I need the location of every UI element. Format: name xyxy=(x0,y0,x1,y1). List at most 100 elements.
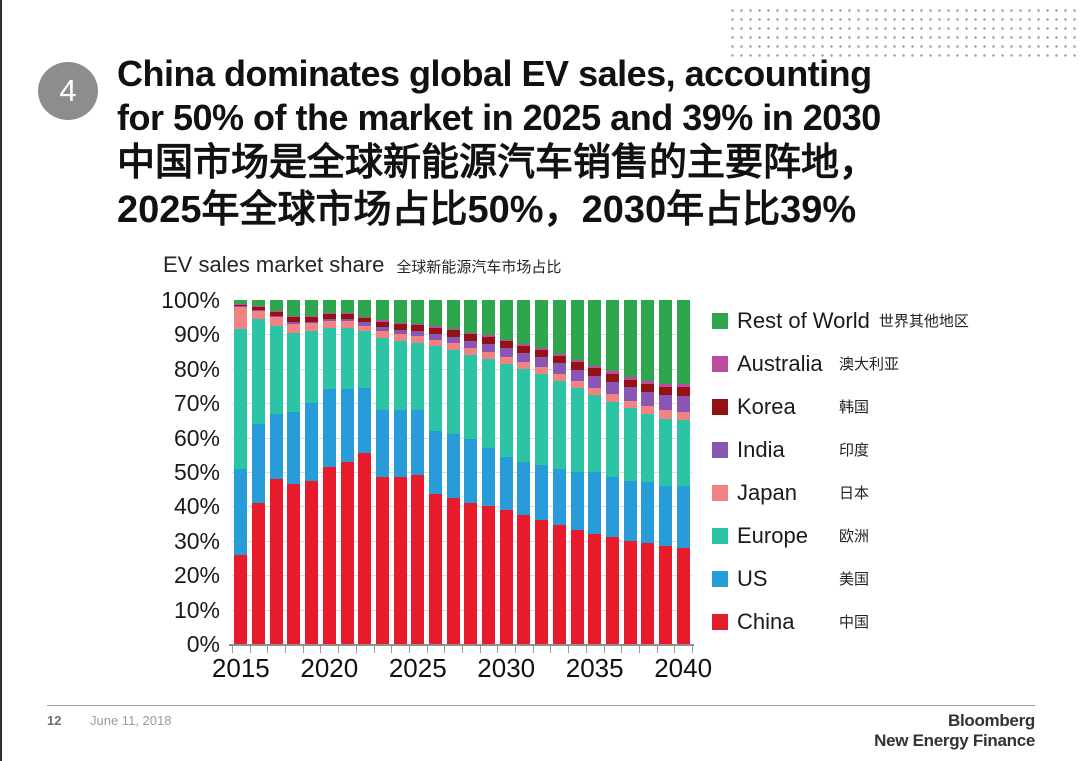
bar-segment-europe-2033 xyxy=(552,380,566,469)
x-tick xyxy=(355,646,357,653)
bar-2026 xyxy=(428,300,442,644)
legend-item-us: US 美国 xyxy=(712,557,969,600)
bar-segment-us-2039 xyxy=(658,485,672,546)
bar-2021 xyxy=(340,300,354,644)
bar-segment-japan-2027 xyxy=(446,343,460,350)
bar-segment-india-2025 xyxy=(411,330,425,337)
bar-segment-europe-2028 xyxy=(464,355,478,440)
legend-label-cn-rest-of-world: 世界其他地区 xyxy=(878,313,969,330)
bar-segment-india-2018 xyxy=(287,322,301,324)
bar-segment-rest-of-world-2030 xyxy=(499,300,513,340)
bloomberg-nef-logo: Bloomberg New Energy Finance xyxy=(874,711,1035,751)
bar-segment-china-2039 xyxy=(658,545,672,644)
left-edge-rule xyxy=(0,0,2,761)
x-tick xyxy=(302,646,304,653)
stacked-bar-plot-area xyxy=(232,300,692,644)
x-tick-label-2030: 2030 xyxy=(477,653,536,683)
bar-segment-korea-2027 xyxy=(446,330,460,337)
bar-segment-us-2021 xyxy=(340,389,354,462)
bar-segment-japan-2018 xyxy=(287,323,301,333)
bar-segment-china-2037 xyxy=(623,540,637,644)
bar-segment-japan-2033 xyxy=(552,373,566,381)
bar-segment-rest-of-world-2021 xyxy=(340,300,354,314)
bar-segment-korea-2024 xyxy=(393,324,407,330)
legend-label-rest-of-world: Rest of World xyxy=(737,307,870,333)
bar-segment-korea-2021 xyxy=(340,314,354,319)
bar-segment-us-2016 xyxy=(252,423,266,503)
bar-segment-india-2019 xyxy=(305,321,319,324)
bar-segment-australia-2028 xyxy=(464,332,478,335)
bar-segment-japan-2030 xyxy=(499,356,513,364)
bar-segment-india-2029 xyxy=(482,343,496,352)
bar-segment-korea-2033 xyxy=(552,356,566,364)
bar-segment-korea-2038 xyxy=(641,383,655,392)
bar-segment-korea-2025 xyxy=(411,325,425,331)
bar-segment-japan-2035 xyxy=(588,387,602,395)
bar-segment-europe-2037 xyxy=(623,408,637,481)
slide-title: China dominates global EV sales, account… xyxy=(117,52,1057,234)
bar-segment-india-2037 xyxy=(623,387,637,401)
bar-segment-europe-2021 xyxy=(340,327,354,390)
x-tick-label-2020: 2020 xyxy=(300,653,359,683)
x-tick xyxy=(232,646,233,653)
bar-segment-europe-2017 xyxy=(269,325,283,414)
bar-segment-australia-2027 xyxy=(446,328,460,331)
bar-2034 xyxy=(570,300,584,644)
legend-label-cn-china: 中国 xyxy=(839,614,870,631)
bar-segment-rest-of-world-2032 xyxy=(535,300,549,348)
bar-segment-europe-2025 xyxy=(411,343,425,411)
bar-segment-china-2032 xyxy=(535,520,549,644)
bar-segment-rest-of-world-2026 xyxy=(428,300,442,327)
bar-segment-japan-2038 xyxy=(641,405,655,414)
bar-2017 xyxy=(269,300,283,644)
bar-segment-australia-2021 xyxy=(340,313,354,315)
bar-2037 xyxy=(623,300,637,644)
bar-segment-rest-of-world-2035 xyxy=(588,300,602,366)
bar-segment-rest-of-world-2037 xyxy=(623,300,637,378)
bar-segment-china-2018 xyxy=(287,484,301,644)
bar-segment-china-2017 xyxy=(269,478,283,644)
bar-2024 xyxy=(393,300,407,644)
bar-segment-australia-2034 xyxy=(570,359,584,362)
x-tick xyxy=(603,646,605,653)
dots-pattern-decoration xyxy=(728,6,1080,62)
bar-2033 xyxy=(552,300,566,644)
bar-segment-europe-2022 xyxy=(358,330,372,388)
legend-swatch-australia xyxy=(712,355,728,372)
bar-segment-japan-2023 xyxy=(375,330,389,338)
bar-segment-europe-2036 xyxy=(605,401,619,478)
bar-segment-china-2023 xyxy=(375,477,389,644)
bar-segment-us-2015 xyxy=(234,468,248,555)
bar-segment-india-2017 xyxy=(269,315,283,317)
bar-segment-korea-2031 xyxy=(517,345,531,353)
bar-segment-china-2019 xyxy=(305,480,319,644)
bar-segment-japan-2026 xyxy=(428,339,442,347)
slide-number-badge: 4 xyxy=(38,62,98,120)
y-tick-label-50: 50% xyxy=(173,459,220,485)
bar-segment-rest-of-world-2019 xyxy=(305,300,319,316)
bar-segment-india-2028 xyxy=(464,340,478,349)
bar-segment-korea-2036 xyxy=(605,373,619,382)
bar-segment-europe-2035 xyxy=(588,394,602,473)
bar-segment-china-2025 xyxy=(411,475,425,644)
gridline-20 xyxy=(232,575,692,577)
x-tick xyxy=(568,646,570,653)
bar-segment-australia-2029 xyxy=(482,335,496,338)
gridline-90 xyxy=(232,334,692,336)
bar-2022 xyxy=(358,300,372,644)
bar-segment-korea-2019 xyxy=(305,316,319,322)
legend-item-korea: Korea 韩国 xyxy=(712,385,969,428)
bar-segment-europe-2029 xyxy=(482,358,496,448)
legend-label-japan: Japan xyxy=(737,479,797,505)
legend-label-cn-india: 印度 xyxy=(839,442,870,459)
bar-segment-europe-2016 xyxy=(252,318,266,424)
bar-segment-us-2020 xyxy=(322,389,336,467)
bar-segment-japan-2020 xyxy=(322,320,336,328)
bar-segment-korea-2017 xyxy=(269,311,283,316)
x-tick xyxy=(550,646,552,653)
bar-segment-india-2039 xyxy=(658,395,672,411)
bar-segment-china-2030 xyxy=(499,509,513,644)
bar-segment-us-2035 xyxy=(588,472,602,534)
y-tick-label-20: 20% xyxy=(173,562,220,589)
bar-segment-australia-2031 xyxy=(517,343,531,346)
